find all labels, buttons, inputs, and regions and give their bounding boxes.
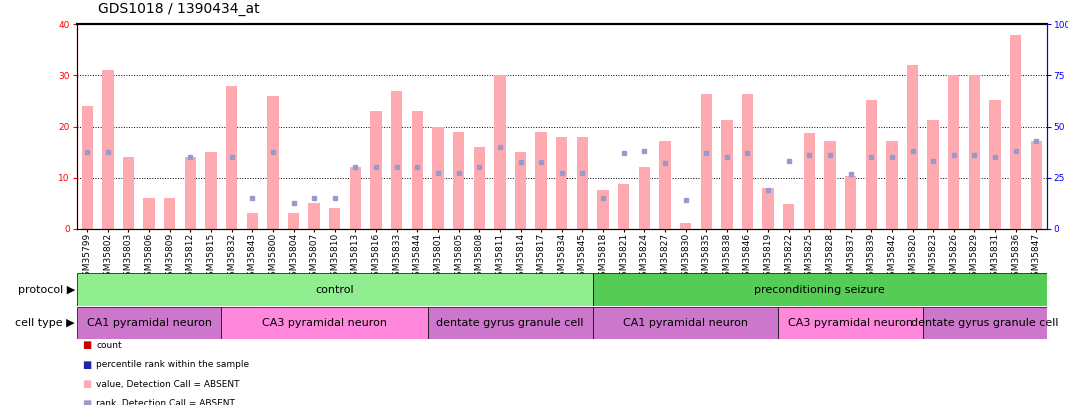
Bar	[886, 141, 897, 229]
Text: CA3 pyramidal neuron: CA3 pyramidal neuron	[262, 318, 387, 328]
Bar	[267, 96, 279, 229]
Bar	[164, 198, 175, 229]
Bar	[494, 75, 505, 229]
Bar	[453, 132, 465, 229]
Bar	[205, 152, 217, 229]
Bar	[1031, 141, 1042, 229]
Text: value, Detection Call = ABSENT: value, Detection Call = ABSENT	[96, 380, 239, 389]
Bar	[329, 208, 341, 229]
Bar	[411, 111, 423, 229]
Text: CA3 pyramidal neuron: CA3 pyramidal neuron	[788, 318, 913, 328]
Bar	[948, 75, 959, 229]
Bar	[556, 137, 567, 229]
Bar	[1010, 34, 1021, 229]
Bar	[639, 168, 650, 229]
Text: ■: ■	[82, 379, 92, 389]
Bar	[433, 126, 443, 229]
Bar	[226, 85, 237, 229]
Bar	[907, 65, 918, 229]
Bar	[721, 120, 733, 229]
Bar	[783, 204, 795, 229]
Bar	[473, 147, 485, 229]
Bar	[927, 120, 939, 229]
Text: control: control	[315, 285, 355, 294]
Text: ■: ■	[82, 360, 92, 370]
Bar	[804, 133, 815, 229]
Bar	[288, 213, 299, 229]
Bar	[81, 106, 93, 229]
Text: CA1 pyramidal neuron: CA1 pyramidal neuron	[623, 318, 748, 328]
Text: protocol ▶: protocol ▶	[17, 285, 75, 294]
Bar	[77, 273, 593, 306]
Text: count: count	[96, 341, 122, 350]
Bar	[969, 75, 980, 229]
Bar	[593, 307, 779, 339]
Bar	[247, 213, 258, 229]
Bar	[515, 152, 527, 229]
Bar	[143, 198, 155, 229]
Bar	[349, 168, 361, 229]
Text: GDS1018 / 1390434_at: GDS1018 / 1390434_at	[98, 2, 260, 16]
Bar	[309, 203, 319, 229]
Bar	[763, 188, 774, 229]
Bar	[779, 307, 923, 339]
Bar	[577, 137, 588, 229]
Text: percentile rank within the sample: percentile rank within the sample	[96, 360, 249, 369]
Bar	[923, 307, 1047, 339]
Bar	[185, 157, 197, 229]
Bar	[989, 100, 1001, 229]
Bar	[701, 94, 712, 229]
Bar	[427, 307, 593, 339]
Bar	[593, 273, 1047, 306]
Bar	[391, 91, 403, 229]
Bar	[371, 111, 381, 229]
Bar	[865, 100, 877, 229]
Bar	[742, 94, 753, 229]
Bar	[659, 141, 671, 229]
Bar	[123, 157, 135, 229]
Text: CA1 pyramidal neuron: CA1 pyramidal neuron	[87, 318, 211, 328]
Text: rank, Detection Call = ABSENT: rank, Detection Call = ABSENT	[96, 399, 235, 405]
Bar	[680, 223, 691, 229]
Text: ■: ■	[82, 341, 92, 350]
Bar	[597, 190, 609, 229]
Bar	[824, 141, 835, 229]
Bar	[535, 132, 547, 229]
Text: dentate gyrus granule cell: dentate gyrus granule cell	[911, 318, 1058, 328]
Bar	[618, 184, 629, 229]
Bar	[77, 307, 221, 339]
Text: cell type ▶: cell type ▶	[15, 318, 75, 328]
Text: preconditioning seizure: preconditioning seizure	[754, 285, 885, 294]
Bar	[221, 307, 427, 339]
Bar	[103, 70, 113, 229]
Text: dentate gyrus granule cell: dentate gyrus granule cell	[437, 318, 584, 328]
Bar	[845, 176, 857, 229]
Text: ■: ■	[82, 399, 92, 405]
